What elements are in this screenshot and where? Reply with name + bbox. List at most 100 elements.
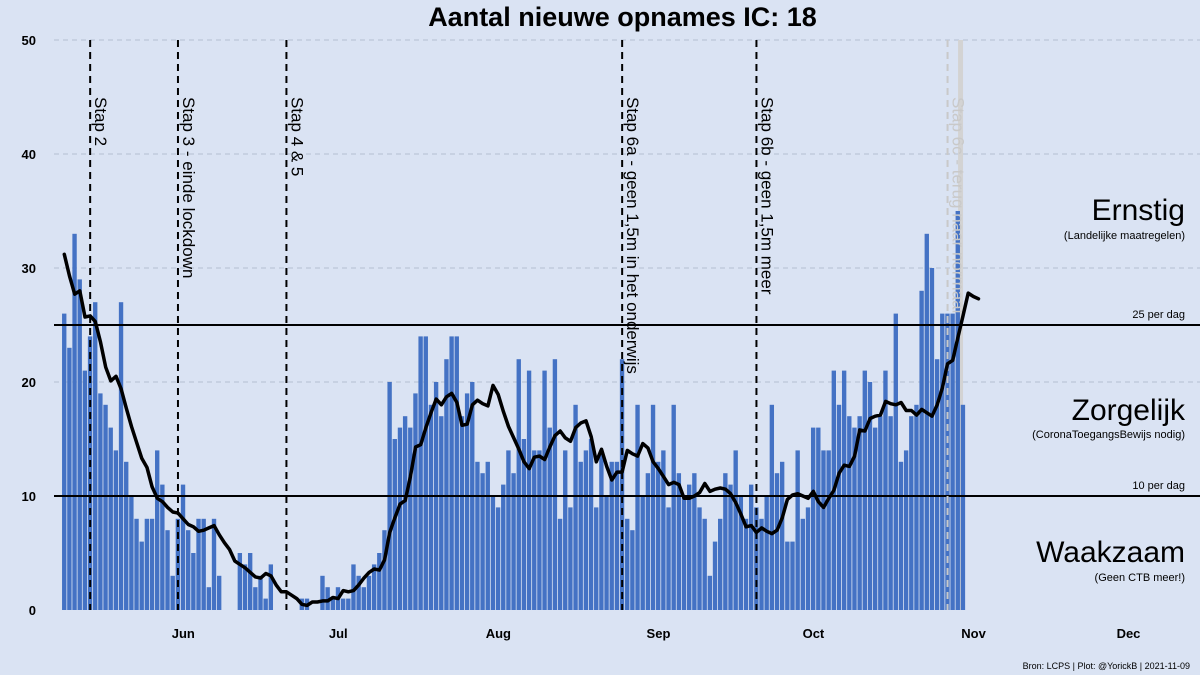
bar xyxy=(216,575,222,610)
zone-watchful-subtitle: (Geen CTB meer!) xyxy=(1094,572,1185,584)
event-label: Stap 3 - einde lockdown xyxy=(179,97,198,278)
zone-worried-title: Zorgelijk xyxy=(1071,394,1185,427)
bar xyxy=(805,507,811,610)
bar xyxy=(955,211,960,610)
bar xyxy=(748,484,754,610)
bar xyxy=(129,496,134,610)
bar xyxy=(759,518,764,610)
bar xyxy=(124,461,129,610)
bar xyxy=(909,416,914,610)
bar xyxy=(810,427,816,610)
x-tick-label: Dec xyxy=(1117,626,1141,641)
bar xyxy=(180,484,186,610)
bar xyxy=(573,404,578,610)
bar xyxy=(196,518,201,610)
bar xyxy=(346,598,351,610)
bar xyxy=(934,359,940,610)
bar xyxy=(201,518,206,610)
bar xyxy=(356,575,361,610)
bar xyxy=(268,564,274,610)
bar xyxy=(718,518,723,610)
bar xyxy=(413,393,418,610)
y-tick-label: 40 xyxy=(22,147,36,162)
bar xyxy=(459,416,465,610)
bar xyxy=(361,587,366,610)
moving-average-line xyxy=(62,252,981,608)
bar xyxy=(821,450,826,610)
bar xyxy=(893,313,898,610)
bar xyxy=(418,336,423,610)
y-tick-label: 20 xyxy=(22,375,36,390)
bar xyxy=(779,461,785,610)
bar xyxy=(77,279,82,610)
bar xyxy=(924,233,929,611)
bar xyxy=(253,587,258,610)
bar xyxy=(382,530,387,610)
bar xyxy=(444,359,449,610)
bar xyxy=(118,302,124,610)
y-tick-label: 30 xyxy=(22,261,36,276)
bar xyxy=(98,393,103,610)
bar xyxy=(557,518,563,610)
bar xyxy=(428,404,434,610)
bar xyxy=(697,507,702,610)
bar xyxy=(371,564,377,610)
bar xyxy=(464,393,470,610)
bar xyxy=(599,450,604,610)
bar xyxy=(681,496,687,610)
bar xyxy=(186,530,191,610)
bar xyxy=(614,461,620,610)
bar xyxy=(475,461,480,610)
zone-severe-subtitle: (Landelijke maatregelen) xyxy=(1063,230,1185,242)
bar xyxy=(588,439,594,610)
bar xyxy=(113,450,119,610)
bar xyxy=(785,541,790,610)
bar xyxy=(495,507,501,610)
event-label: Stap 6a - geen 1,5m in het onderwijs xyxy=(623,97,642,374)
bar xyxy=(656,461,661,610)
bar xyxy=(160,484,165,610)
bar xyxy=(764,496,769,610)
bar xyxy=(960,404,966,610)
bar xyxy=(93,302,98,610)
bar xyxy=(712,541,718,610)
source-credit: Bron: LCPS | Plot: @YorickB | 2021-11-09 xyxy=(1022,661,1190,671)
bar xyxy=(702,518,707,610)
threshold-lower-label: 10 per dag xyxy=(1132,480,1185,492)
bar xyxy=(366,575,372,610)
bar xyxy=(707,575,713,610)
bar xyxy=(666,507,671,610)
bar xyxy=(170,575,175,610)
bar xyxy=(583,450,589,610)
bar xyxy=(852,427,857,610)
bar xyxy=(883,370,888,610)
bar xyxy=(490,496,496,610)
chart-title: Aantal nieuwe opnames IC: 18 xyxy=(428,2,817,32)
bar xyxy=(139,541,144,610)
bar xyxy=(568,507,573,610)
bar xyxy=(914,404,919,610)
bar xyxy=(640,496,645,610)
zone-severe-title: Ernstig xyxy=(1091,194,1185,227)
bar xyxy=(537,450,542,610)
bar xyxy=(929,268,935,610)
bar xyxy=(687,484,692,610)
event-label: Stap 4 & 5 xyxy=(287,97,306,176)
bar xyxy=(340,598,346,610)
x-tick-label: Aug xyxy=(486,626,511,641)
bar xyxy=(392,439,397,610)
event-label: Stap 2 xyxy=(91,97,110,146)
bar xyxy=(836,404,842,610)
bar xyxy=(144,518,150,610)
bar xyxy=(511,473,516,610)
bar xyxy=(516,359,521,610)
bar xyxy=(826,450,831,610)
bar xyxy=(578,461,583,610)
bar xyxy=(547,427,552,610)
bar xyxy=(165,530,170,610)
bar xyxy=(191,553,196,610)
bar xyxy=(263,598,268,610)
bar xyxy=(950,313,955,610)
bar xyxy=(155,450,160,610)
